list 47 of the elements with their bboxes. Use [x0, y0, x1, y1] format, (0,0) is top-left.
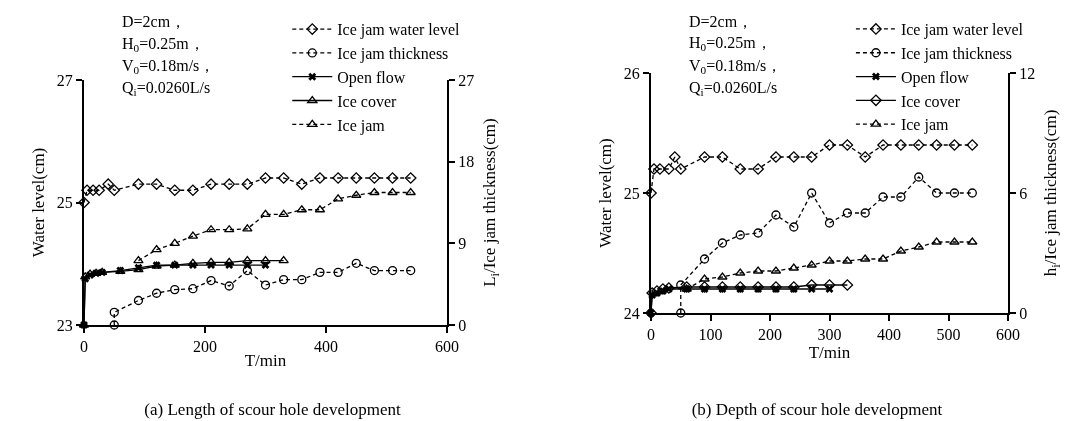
text: V$_{0}$=0.18m/s，	[122, 57, 216, 77]
legend-label: Ice jam	[337, 116, 386, 135]
y-tick-label: 24	[623, 304, 640, 322]
y-tick-label: 25	[56, 194, 73, 212]
legend-label: Ice jam	[900, 116, 949, 135]
x-tick-label: 400	[314, 338, 338, 356]
y-tick-label: 27	[56, 71, 73, 89]
y2-tick-label: 12	[1019, 64, 1036, 82]
text: H$_{0}$=0.25m，	[122, 35, 205, 55]
y2-tick-label: 6	[1019, 184, 1028, 202]
y2-tick-label: 0	[1019, 304, 1028, 322]
x-tick-label: 500	[936, 326, 961, 344]
legend-label: Ice cover	[900, 92, 961, 110]
legend-label: Ice jam water level	[900, 21, 1024, 40]
x-tick-label: 300	[817, 326, 842, 344]
x-tick-label: 600	[435, 338, 459, 356]
y-axis-title: Water level(cm)	[28, 147, 48, 258]
x-tick-label: 0	[647, 326, 655, 344]
annotation: V$_{0}$=0.18m/s，	[689, 57, 783, 77]
x-tick-label: 0	[80, 338, 88, 356]
text: (a) Length of scour hole development	[144, 399, 401, 419]
x-axis-title: T/min	[244, 351, 287, 371]
legend-label: Open flow	[337, 68, 406, 87]
y-tick-label: 26	[623, 64, 640, 82]
text: D=2cm，	[689, 13, 754, 30]
x-tick-label: 200	[758, 326, 782, 344]
x-tick-label: 600	[996, 326, 1020, 344]
legend-label: Open flow	[900, 68, 970, 87]
x-tick-label: 200	[193, 338, 217, 356]
legend-label: Ice jam thickness	[900, 44, 1012, 63]
y-tick-label: 25	[623, 184, 640, 202]
legend-label: Ice jam thickness	[337, 45, 449, 64]
y2-tick-label: 27	[458, 71, 475, 89]
text: (b) Depth of scour hole development	[691, 399, 943, 419]
y-tick-label: 23	[56, 316, 73, 334]
legend-label: Ice cover	[337, 92, 398, 110]
y2-tick-label: 9	[458, 234, 467, 252]
text: H$_{0}$=0.25m，	[689, 34, 772, 54]
x-tick-label: 400	[877, 326, 901, 344]
annotation: Q$_{i}$=0.0260L/s	[689, 79, 778, 99]
x-tick-label: 100	[698, 326, 723, 344]
annotation: Q$_{i}$=0.0260L/s	[122, 79, 211, 99]
legend-label: Ice jam water level	[337, 21, 460, 40]
y2-tick-label: 18	[458, 153, 475, 171]
text: D=2cm，	[122, 13, 187, 30]
y-axis-title: Water level(cm)	[595, 138, 615, 248]
x-axis-title: T/min	[808, 343, 851, 363]
